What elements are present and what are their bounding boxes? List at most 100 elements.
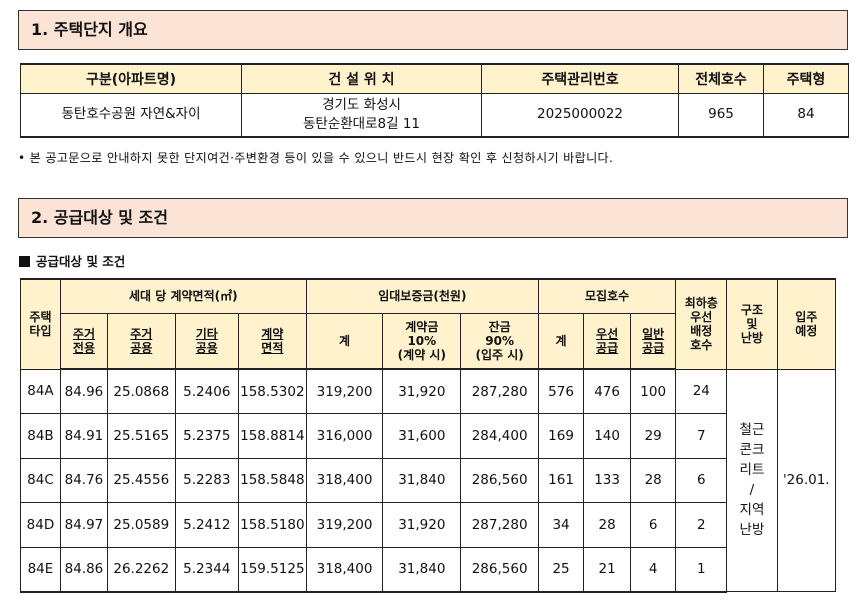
cell-common-res: 25.0868 xyxy=(107,368,176,414)
cell-contract-area: 159.5125 xyxy=(238,546,307,593)
move-in-date: '26.01. xyxy=(776,368,837,592)
cell-type: 84B xyxy=(20,413,61,459)
cell-general: 6 xyxy=(630,502,677,548)
management-no: 2025000022 xyxy=(481,92,679,138)
cell-exclusive: 84.91 xyxy=(59,413,109,459)
cell-general: 100 xyxy=(630,368,677,414)
table-row: 84D 84.97 25.0589 5.2412 158.5180 319,200 31,9… xyxy=(20,502,836,548)
structure-heating: 철근 콘크 리트 / 지역 난방 xyxy=(726,368,778,592)
header-lowest-floor: 최하층 우선 배정 호수 xyxy=(675,278,728,370)
cell-exclusive: 84.96 xyxy=(59,368,109,414)
overview-table: 구분(아파트명) 건 설 위 치 주택관리번호 전체호수 주택형 동탄호수공원 … xyxy=(20,63,849,138)
cell-other-common: 5.2344 xyxy=(174,546,240,593)
header-down-payment: 계약금 10% (계약 시) xyxy=(382,312,462,370)
cell-contract-area: 158.5180 xyxy=(238,502,307,548)
header-priority: 우선 공급 xyxy=(583,312,632,370)
cell-contract-area: 158.5302 xyxy=(238,368,307,414)
cell-lowest-floor: 1 xyxy=(675,546,728,593)
supply-table: 주택 타입 세대 당 계약면적(㎡) 임대보증금(천원) 모집호수 최하층 우선 배정… xyxy=(20,278,837,593)
cell-type: 84E xyxy=(20,546,61,593)
cell-exclusive: 84.97 xyxy=(59,502,109,548)
cell-deposit-total: 318,400 xyxy=(305,457,384,503)
subheading-label: 공급대상 및 조건 xyxy=(36,254,126,269)
header-contract-area: 계약 면적 xyxy=(238,312,307,370)
cell-down-payment: 31,840 xyxy=(382,546,462,593)
cell-lowest-floor: 24 xyxy=(675,368,728,414)
table-row: 84B 84.91 25.5165 5.2375 158.8814 316,000 31,6… xyxy=(20,413,836,459)
header-move-in: 입주 예정 xyxy=(776,278,837,370)
cell-balance: 286,560 xyxy=(460,457,540,503)
cell-down-payment: 31,600 xyxy=(382,413,462,459)
table-row: 84C 84.76 25.4556 5.2283 158.5848 318,400 31,8… xyxy=(20,457,836,503)
cell-general: 4 xyxy=(630,546,677,593)
square-bullet-icon xyxy=(19,256,30,267)
cell-balance: 287,280 xyxy=(460,368,540,414)
cell-common-res: 25.4556 xyxy=(107,457,176,503)
cell-balance: 284,400 xyxy=(460,413,540,459)
header-house-type: 주택 타입 xyxy=(20,278,61,370)
cell-common-res: 26.2262 xyxy=(107,546,176,593)
cell-other-common: 5.2406 xyxy=(174,368,240,414)
cell-down-payment: 31,920 xyxy=(382,502,462,548)
cell-down-payment: 31,920 xyxy=(382,368,462,414)
header-common-res: 주거 공용 xyxy=(107,312,176,370)
cell-priority: 476 xyxy=(583,368,632,414)
overview-data-row: 동탄호수공원 자연&자이 경기도 화성시 동탄순환대로8길 11 2025000… xyxy=(20,92,849,138)
cell-balance: 286,560 xyxy=(460,546,540,593)
cell-lowest-floor: 7 xyxy=(675,413,728,459)
cell-priority: 21 xyxy=(583,546,632,593)
cell-exclusive: 84.86 xyxy=(59,546,109,593)
cell-recruit-total: 34 xyxy=(538,502,585,548)
subheading: 공급대상 및 조건 xyxy=(19,251,125,270)
cell-priority: 140 xyxy=(583,413,632,459)
cell-contract-area: 158.5848 xyxy=(238,457,307,503)
cell-other-common: 5.2412 xyxy=(174,502,240,548)
cell-type: 84C xyxy=(20,457,61,503)
cell-balance: 287,280 xyxy=(460,502,540,548)
location-line2: 동탄순환대로8길 11 xyxy=(303,115,420,132)
location-line1: 경기도 화성시 xyxy=(322,96,401,113)
section-title-overview: 1. 주택단지 개요 xyxy=(18,10,848,50)
housing-type: 84 xyxy=(763,92,849,138)
cell-general: 28 xyxy=(630,457,677,503)
supply-table-body: 84A 84.96 25.0868 5.2406 158.5302 319,200 31,9… xyxy=(20,368,837,593)
cell-common-res: 25.5165 xyxy=(107,413,176,459)
header-area-group: 세대 당 계약면적(㎡) xyxy=(59,278,307,314)
table-row: 84A 84.96 25.0868 5.2406 158.5302 319,200 31,9… xyxy=(20,368,837,592)
header-structure: 구조 및 난방 xyxy=(726,278,778,370)
cell-deposit-total: 319,200 xyxy=(305,502,384,548)
cell-lowest-floor: 2 xyxy=(675,502,728,548)
cell-recruit-total: 576 xyxy=(538,368,585,414)
cell-deposit-total: 316,000 xyxy=(305,413,384,459)
header-apartment-name: 구분(아파트명) xyxy=(20,63,242,94)
cell-recruit-total: 161 xyxy=(538,457,585,503)
location: 경기도 화성시 동탄순환대로8길 11 xyxy=(241,92,482,138)
cell-common-res: 25.0589 xyxy=(107,502,176,548)
cell-contract-area: 158.8814 xyxy=(238,413,307,459)
header-housing-type: 주택형 xyxy=(763,63,849,94)
header-exclusive: 주거 전용 xyxy=(59,312,109,370)
header-deposit-total: 계 xyxy=(305,312,384,370)
header-balance: 잔금 90% (입주 시) xyxy=(460,312,540,370)
cell-deposit-total: 319,200 xyxy=(305,368,384,414)
cell-priority: 133 xyxy=(583,457,632,503)
total-units: 965 xyxy=(678,92,764,138)
header-other-common: 기타 공용 xyxy=(174,312,240,370)
section-title-supply: 2. 공급대상 및 조건 xyxy=(18,198,848,238)
cell-lowest-floor: 6 xyxy=(675,457,728,503)
apartment-name: 동탄호수공원 자연&자이 xyxy=(20,92,242,138)
header-location: 건 설 위 치 xyxy=(241,63,482,94)
overview-header-row: 구분(아파트명) 건 설 위 치 주택관리번호 전체호수 주택형 xyxy=(20,63,849,94)
cell-exclusive: 84.76 xyxy=(59,457,109,503)
supply-header-row-2: 주거 전용 주거 공용 기타 공용 계약 면적 계 계약금 10% (계약 시) 잔금 90%… xyxy=(21,312,836,370)
header-recruit-total: 계 xyxy=(538,312,585,370)
header-total-units: 전체호수 xyxy=(678,63,764,94)
cell-recruit-total: 169 xyxy=(538,413,585,459)
cell-type: 84D xyxy=(20,502,61,548)
cell-type: 84A xyxy=(20,368,61,414)
cell-recruit-total: 25 xyxy=(538,546,585,593)
header-deposit-group: 임대보증금(천원) xyxy=(305,278,540,314)
cell-other-common: 5.2283 xyxy=(174,457,240,503)
table-row: 84E 84.86 26.2262 5.2344 159.5125 318,400 31,8… xyxy=(20,546,836,593)
supply-header-row-1: 주택 타입 세대 당 계약면적(㎡) 임대보증금(천원) 모집호수 최하층 우선 배정… xyxy=(20,278,837,370)
